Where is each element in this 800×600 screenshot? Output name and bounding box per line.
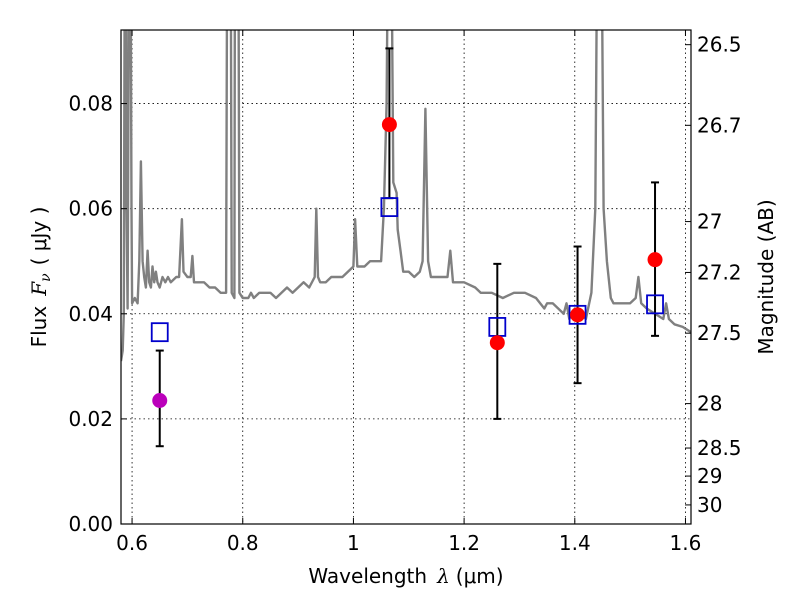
- plot-background: [121, 30, 691, 524]
- right-tick-label: 26.7: [697, 113, 742, 137]
- x-tick-label: 1.4: [559, 531, 591, 555]
- x-tick-label: 0.8: [227, 531, 259, 555]
- right-tick-label: 28: [697, 392, 722, 416]
- right-tick-label: 29: [697, 464, 722, 488]
- model-square-point: [380, 197, 399, 218]
- y-tick-label: 0.06: [68, 197, 113, 221]
- x-tick-label: 1: [347, 531, 360, 555]
- right-tick-label: 26.5: [697, 33, 742, 57]
- right-axis-title: Magnitude (AB): [754, 199, 778, 354]
- y-tick-label: 0.08: [68, 92, 113, 116]
- x-tick-label: 0.6: [116, 531, 148, 555]
- y-tick-label: 0.04: [68, 302, 113, 326]
- right-tick-label: 27: [697, 210, 722, 234]
- right-tick-label: 27.2: [697, 260, 742, 284]
- model-square-point: [568, 304, 587, 325]
- x-axis-ticks: 0.6 0.8 1 1.2 1.4 1.6: [116, 30, 701, 555]
- model-square-point: [150, 322, 169, 343]
- measured-point: [489, 335, 505, 351]
- y-tick-label: 0.00: [68, 512, 113, 536]
- model-square-point: [646, 294, 664, 315]
- y-axis-ticks: 0.00 0.02 0.04 0.06 0.08: [68, 92, 127, 536]
- x-tick-label: 1.6: [670, 531, 702, 555]
- marker-layer: [150, 117, 664, 408]
- right-axis-ticks: 26.5 26.7 27 27.2 27.5 28 28.5 29 30: [685, 33, 742, 517]
- y-axis-title: FluxFν( μJy ): [27, 207, 54, 348]
- x-tick-label: 1.2: [448, 531, 480, 555]
- right-tick-label: 27.5: [697, 321, 742, 345]
- right-tick-label: 28.5: [697, 436, 742, 460]
- right-tick-label: 30: [697, 493, 722, 517]
- measured-point: [570, 307, 586, 323]
- y-tick-label: 0.02: [68, 407, 113, 431]
- measured-point: [647, 252, 663, 268]
- measured-point: [381, 117, 397, 133]
- x-axis-title: Wavelength λ (μm): [308, 564, 503, 588]
- measured-point: [152, 393, 168, 408]
- plot-frame: [120, 29, 692, 525]
